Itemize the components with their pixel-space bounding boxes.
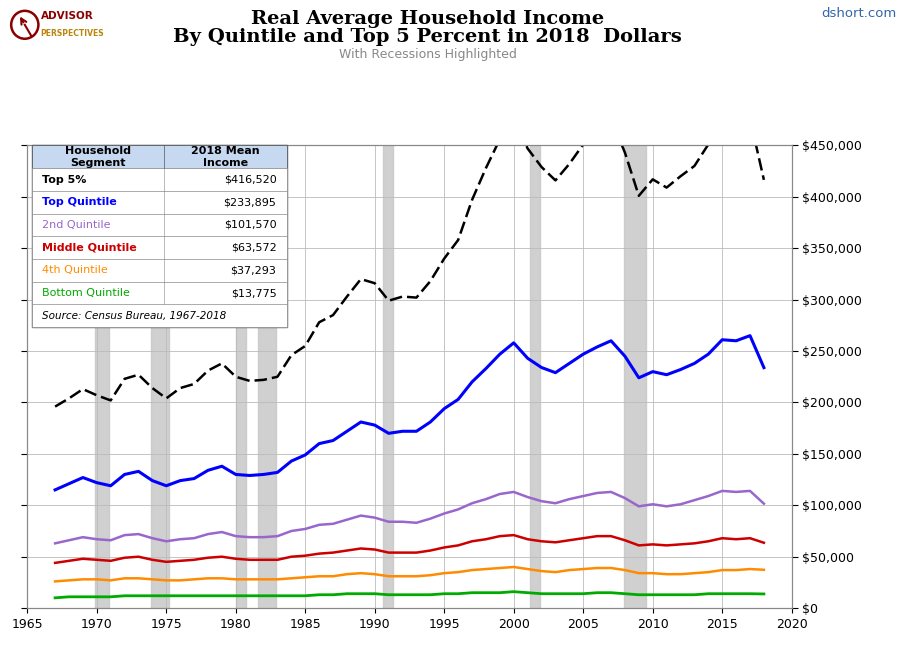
Bar bbox=[383, 145, 393, 608]
Text: $101,570: $101,570 bbox=[224, 220, 277, 230]
Bar bbox=[151, 145, 169, 608]
FancyBboxPatch shape bbox=[32, 259, 287, 282]
FancyBboxPatch shape bbox=[32, 145, 287, 168]
Bar bbox=[623, 145, 646, 608]
Text: Bottom Quintile: Bottom Quintile bbox=[42, 288, 130, 298]
FancyBboxPatch shape bbox=[32, 237, 287, 259]
FancyBboxPatch shape bbox=[32, 191, 287, 214]
Bar bbox=[531, 145, 541, 608]
Text: Middle Quintile: Middle Quintile bbox=[42, 243, 136, 253]
FancyBboxPatch shape bbox=[32, 168, 287, 191]
Text: ADVISOR: ADVISOR bbox=[41, 11, 93, 21]
Text: dshort.com: dshort.com bbox=[821, 7, 896, 20]
Text: Household
Segment: Household Segment bbox=[66, 145, 131, 168]
Text: $63,572: $63,572 bbox=[231, 243, 277, 253]
FancyBboxPatch shape bbox=[32, 214, 287, 237]
Text: Top 5%: Top 5% bbox=[42, 175, 86, 184]
Text: With Recessions Highlighted: With Recessions Highlighted bbox=[339, 48, 517, 61]
Text: Top Quintile: Top Quintile bbox=[42, 197, 116, 208]
FancyBboxPatch shape bbox=[32, 282, 287, 305]
FancyBboxPatch shape bbox=[32, 305, 287, 327]
Bar bbox=[236, 145, 246, 608]
Bar bbox=[258, 145, 276, 608]
Text: Real Average Household Income: Real Average Household Income bbox=[251, 10, 604, 28]
Text: By Quintile and Top 5 Percent in 2018  Dollars: By Quintile and Top 5 Percent in 2018 Do… bbox=[173, 28, 682, 46]
Text: 2nd Quintile: 2nd Quintile bbox=[42, 220, 110, 230]
Text: PERSPECTIVES: PERSPECTIVES bbox=[41, 29, 104, 38]
Text: $13,775: $13,775 bbox=[231, 288, 277, 298]
Text: $37,293: $37,293 bbox=[230, 265, 277, 276]
Bar bbox=[96, 145, 109, 608]
Text: $233,895: $233,895 bbox=[224, 197, 277, 208]
FancyBboxPatch shape bbox=[32, 145, 287, 327]
Text: 2018 Mean
Income: 2018 Mean Income bbox=[191, 145, 260, 168]
Text: Source: Census Bureau, 1967-2018: Source: Census Bureau, 1967-2018 bbox=[42, 311, 227, 321]
Text: $416,520: $416,520 bbox=[224, 175, 277, 184]
Text: 4th Quintile: 4th Quintile bbox=[42, 265, 107, 276]
